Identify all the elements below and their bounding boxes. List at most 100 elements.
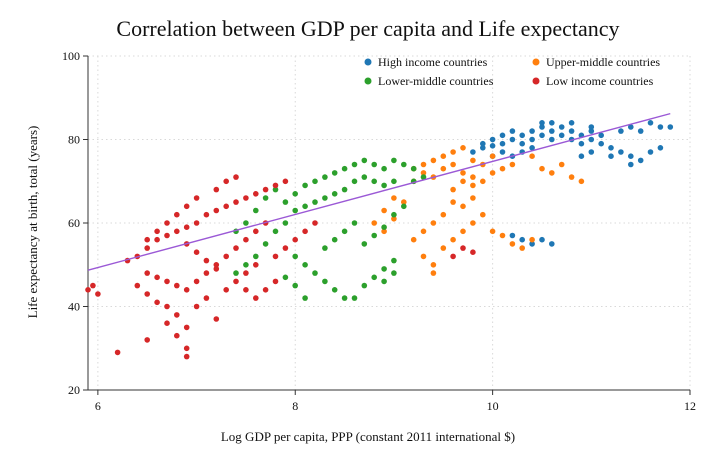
data-point — [588, 128, 595, 134]
data-point — [302, 295, 308, 301]
data-point — [164, 303, 170, 310]
data-point — [578, 178, 585, 185]
data-point — [164, 220, 170, 226]
data-point — [203, 295, 210, 301]
data-point — [144, 236, 150, 243]
data-point — [470, 220, 476, 226]
data-point — [499, 132, 506, 139]
legend-label: Lower-middle countries — [378, 74, 494, 88]
data-point — [539, 165, 545, 172]
data-point — [420, 170, 427, 176]
data-point — [253, 253, 259, 260]
data-point — [430, 220, 437, 226]
data-point — [312, 178, 318, 185]
data-point — [90, 282, 96, 289]
data-point — [598, 132, 604, 139]
data-point — [489, 228, 496, 235]
data-point — [499, 140, 506, 147]
data-point — [253, 228, 259, 235]
data-point — [322, 174, 328, 180]
data-point — [193, 220, 200, 226]
data-point — [401, 161, 407, 168]
data-point — [243, 270, 249, 276]
data-point — [539, 120, 545, 126]
data-point — [529, 136, 535, 143]
data-point — [243, 236, 249, 243]
data-point — [618, 149, 624, 155]
y-tick-label: 80 — [68, 133, 80, 147]
data-point — [351, 295, 358, 301]
data-point — [331, 191, 338, 197]
data-point — [460, 203, 466, 210]
data-point — [539, 236, 545, 243]
fit-line-group — [87, 112, 671, 271]
data-point — [578, 153, 585, 159]
data-point — [401, 199, 407, 205]
chart-title: Correlation between GDP per capita and L… — [116, 16, 619, 41]
data-point — [243, 195, 249, 201]
legend-label: Low income countries — [546, 74, 654, 88]
data-point — [114, 349, 121, 356]
data-point — [174, 312, 180, 318]
data-point — [391, 270, 397, 276]
data-point — [302, 203, 308, 210]
data-point — [282, 220, 289, 226]
data-point — [253, 262, 259, 268]
y-tick-label: 20 — [68, 383, 80, 397]
data-point — [381, 182, 387, 189]
data-point — [331, 170, 338, 176]
data-point — [430, 270, 437, 276]
data-point — [381, 165, 387, 172]
data-point — [381, 224, 387, 230]
data-point — [331, 287, 338, 293]
data-point — [558, 132, 565, 139]
data-point — [341, 186, 348, 193]
data-point — [440, 153, 447, 159]
data-point — [519, 132, 525, 139]
data-point — [618, 128, 624, 134]
data-point — [134, 282, 141, 289]
data-point — [243, 287, 249, 293]
data-point — [470, 195, 476, 201]
data-point — [292, 236, 299, 243]
data-point — [519, 245, 525, 251]
data-point — [154, 228, 160, 235]
data-point — [549, 241, 555, 247]
data-point — [480, 178, 486, 185]
data-point — [341, 295, 348, 301]
data-point — [243, 262, 249, 268]
data-point — [391, 195, 397, 201]
data-point — [351, 220, 358, 226]
axes: 20 40 60 80 100 6 8 10 12 — [62, 49, 696, 413]
data-point — [568, 128, 575, 134]
data-point — [549, 170, 555, 176]
data-point — [351, 178, 358, 185]
data-point — [223, 178, 229, 185]
data-point — [558, 161, 565, 168]
x-tick-label: 6 — [95, 399, 101, 413]
data-point — [371, 274, 378, 281]
y-axis-label: Life expectancy at birth, total (years) — [25, 126, 40, 319]
data-point — [262, 241, 269, 247]
data-point — [489, 153, 496, 159]
data-point — [499, 232, 506, 239]
data-point — [154, 299, 160, 306]
legend-marker — [364, 58, 372, 66]
legend-marker — [364, 77, 372, 85]
data-point — [361, 157, 368, 164]
data-point — [628, 153, 634, 159]
data-point — [213, 266, 220, 272]
data-point — [529, 153, 535, 159]
data-point — [183, 224, 190, 230]
y-tick-label: 60 — [68, 216, 80, 230]
data-point — [391, 216, 397, 222]
data-point — [223, 253, 229, 260]
y-tick-label: 100 — [62, 49, 80, 63]
series-3 — [233, 157, 427, 301]
data-point — [440, 165, 447, 172]
data-point — [450, 199, 456, 205]
data-point — [282, 274, 289, 281]
data-point — [480, 140, 486, 147]
data-point — [213, 316, 220, 322]
data-point — [183, 345, 190, 352]
